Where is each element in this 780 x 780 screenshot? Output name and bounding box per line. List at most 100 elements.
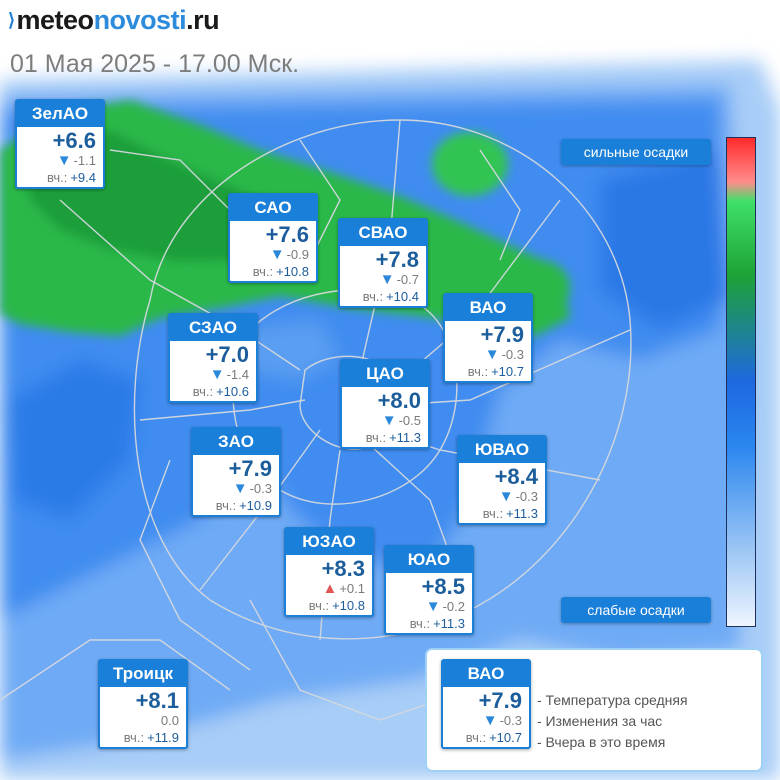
district-name: ЦАО: [342, 361, 428, 387]
district-name: ЗАО: [193, 429, 279, 455]
hourly-change-value: -0.2: [442, 599, 465, 614]
legend-box: - Температура средняя - Изменения за час…: [425, 648, 763, 772]
district-name: САО: [230, 195, 316, 221]
legend-line-hourly-change: - Изменения за час: [537, 713, 663, 729]
yesterday-temperature: +10.7: [491, 364, 524, 379]
hourly-change: ▼ -0.7: [340, 272, 426, 288]
yesterday-label: вч.:: [252, 264, 274, 279]
district-name: ЮВАО: [459, 437, 545, 463]
hourly-change-value: -0.5: [398, 413, 421, 428]
hourly-change-value: 0.0: [160, 713, 179, 728]
average-temperature: +7.0: [205, 342, 249, 367]
district-card-svao: СВАО +7.8 ▼ -0.7 вч.: +10.4: [338, 218, 428, 308]
trend-down-icon: ▼: [484, 346, 500, 363]
forecast-datetime: 01 Мая 2025 - 17.00 Мск.: [10, 50, 300, 78]
yesterday-row: вч.: +11.3: [459, 505, 545, 523]
yesterday-temperature: +10.8: [276, 264, 309, 279]
hourly-change-value: -1.1: [73, 153, 96, 168]
hourly-change: ▲ +0.1: [286, 581, 372, 597]
yesterday-temperature: +11.3: [389, 430, 421, 445]
legend-line-avg-temp: - Температура средняя: [537, 692, 688, 708]
hourly-change: ▼ -0.2: [386, 599, 472, 615]
yesterday-temperature: +10.8: [332, 598, 365, 613]
district-card-troitsk: Троицк +8.1 0.0 вч.: +11.9: [98, 659, 188, 749]
yesterday-temperature: +10.7: [489, 730, 522, 745]
hourly-change: ▼ -0.3: [459, 489, 545, 505]
yesterday-label: вч.:: [308, 598, 330, 613]
yesterday-temperature: +10.6: [216, 384, 249, 399]
yesterday-temperature: +10.4: [386, 289, 419, 304]
yesterday-row: вч.: +10.8: [286, 597, 372, 615]
site-logo[interactable]: ⟩meteonovosti.ru: [8, 5, 220, 36]
hourly-change-value: -0.3: [249, 481, 272, 496]
district-card-zao: ЗАО +7.9 ▼ -0.3 вч.: +10.9: [191, 427, 281, 517]
district-name: Троицк: [100, 661, 186, 687]
legend-lines: - Температура средняя - Изменения за час…: [537, 690, 688, 753]
yesterday-row: вч.: +10.8: [230, 263, 316, 281]
trend-down-icon: ▼: [482, 712, 498, 729]
hourly-change-value: -0.3: [499, 713, 522, 728]
yesterday-temperature: +11.3: [506, 506, 538, 521]
yesterday-label: вч.:: [47, 170, 68, 185]
trend-down-icon: ▼: [379, 271, 395, 288]
yesterday-row: вч.: +11.3: [342, 429, 428, 447]
yesterday-row: вч.: +9.4: [17, 169, 103, 187]
trend-down-icon: ▼: [56, 152, 72, 169]
hourly-change: ▼ -0.3: [193, 481, 279, 497]
district-name: ЮАО: [386, 547, 472, 573]
heavy-precip-label: сильные осадки: [561, 139, 711, 165]
precipitation-scale-bar: [726, 137, 756, 627]
yesterday-temperature: +11.9: [147, 730, 179, 745]
district-card-szao: СЗАО +7.0 ▼ -1.4 вч.: +10.6: [168, 313, 258, 403]
district-card-yuzao: ЮЗАО +8.3 ▲ +0.1 вч.: +10.8: [284, 527, 374, 617]
district-card-legend-sample: ВАО +7.9 ▼ -0.3 вч.: +10.7: [441, 659, 531, 749]
yesterday-row: вч.: +11.9: [100, 729, 186, 747]
district-name: СЗАО: [170, 315, 256, 341]
yesterday-label: вч.:: [192, 384, 214, 399]
hourly-change-value: +0.1: [339, 581, 365, 596]
legend-line-yesterday: - Вчера в это время: [537, 734, 666, 750]
average-temperature: +8.0: [377, 388, 421, 413]
logo-text-novosti: novosti: [93, 5, 187, 35]
yesterday-label: вч.:: [365, 430, 387, 445]
trend-down-icon: ▼: [232, 480, 248, 497]
district-name: ВАО: [443, 661, 529, 687]
yesterday-row: вч.: +10.7: [445, 363, 531, 381]
logo-mark-icon: ⟩: [8, 10, 15, 30]
logo-text-domain: .ru: [186, 5, 220, 35]
average-temperature: +6.6: [52, 128, 96, 153]
hourly-change: ▼ -0.3: [445, 347, 531, 363]
light-precip-label: слабые осадки: [561, 597, 711, 623]
trend-down-icon: ▼: [381, 412, 397, 429]
average-temperature: +7.9: [478, 688, 522, 713]
yesterday-row: вч.: +10.6: [170, 383, 256, 401]
hourly-change: ▼ -0.5: [342, 413, 428, 429]
hourly-change: ▼ -1.4: [170, 367, 256, 383]
yesterday-label: вч.:: [467, 364, 489, 379]
yesterday-row: вч.: +10.9: [193, 497, 279, 515]
hourly-change-value: -0.3: [501, 347, 524, 362]
average-temperature: +7.9: [228, 456, 272, 481]
trend-down-icon: ▼: [498, 488, 514, 505]
logo-text-meteo: meteo: [16, 5, 95, 35]
hourly-change-value: -0.3: [515, 489, 538, 504]
district-card-cao: ЦАО +8.0 ▼ -0.5 вч.: +11.3: [340, 359, 430, 449]
yesterday-label: вч.:: [123, 730, 145, 745]
hourly-change-value: -0.9: [286, 247, 309, 262]
average-temperature: +7.8: [375, 247, 419, 272]
yesterday-label: вч.:: [482, 506, 504, 521]
average-temperature: +7.6: [265, 222, 309, 247]
average-temperature: +8.1: [135, 688, 179, 713]
average-temperature: +8.5: [421, 574, 465, 599]
yesterday-row: вч.: +11.3: [386, 615, 472, 633]
yesterday-label: вч.:: [215, 498, 237, 513]
average-temperature: +8.4: [494, 464, 538, 489]
hourly-change: 0.0: [100, 713, 186, 729]
trend-down-icon: ▼: [269, 246, 285, 263]
district-name: ЮЗАО: [286, 529, 372, 555]
district-name: СВАО: [340, 220, 426, 246]
hourly-change-value: -0.7: [396, 272, 419, 287]
trend-down-icon: ▼: [425, 598, 441, 615]
district-name: ВАО: [445, 295, 531, 321]
